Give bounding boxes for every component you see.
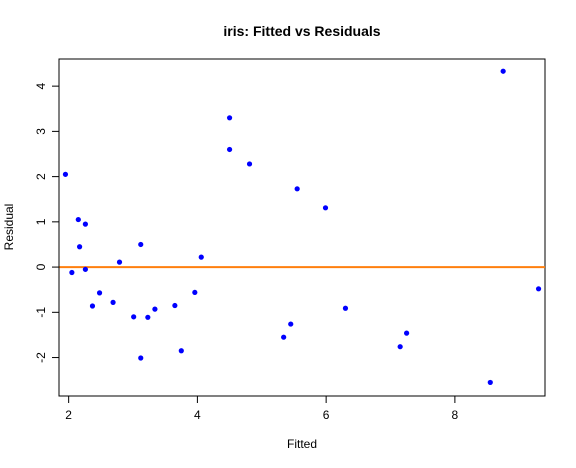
x-tick-label: 4 — [194, 408, 201, 422]
data-point — [342, 305, 349, 311]
y-axis-label: Residual — [2, 204, 16, 251]
data-point — [62, 171, 69, 177]
y-tick-label: -1 — [34, 307, 48, 318]
data-point — [138, 241, 144, 248]
data-point — [246, 161, 253, 167]
data-points — [62, 68, 542, 386]
data-point — [535, 286, 542, 292]
plot-frame — [58, 58, 546, 397]
data-point — [69, 269, 75, 276]
y-tick-label: -2 — [34, 352, 48, 363]
y-tick-label: 2 — [34, 173, 48, 180]
data-point — [82, 266, 88, 272]
y-tick-label: 3 — [34, 128, 48, 135]
data-point — [500, 68, 506, 74]
data-point — [131, 314, 137, 320]
data-point — [75, 216, 81, 223]
data-point — [96, 290, 103, 296]
y-tick-label: 1 — [34, 218, 48, 225]
data-point — [281, 334, 287, 340]
x-axis: 2 4 6 8 — [65, 395, 459, 422]
data-point — [404, 330, 410, 336]
data-point — [397, 344, 403, 350]
data-point — [192, 289, 198, 296]
data-point — [487, 379, 493, 386]
data-point — [145, 314, 151, 320]
y-tick-label: 0 — [34, 263, 48, 270]
x-tick-label: 8 — [452, 408, 459, 422]
x-axis-label: Fitted — [287, 437, 317, 451]
chart-title: iris: Fitted vs Residuals — [223, 23, 380, 39]
data-point — [226, 115, 233, 121]
data-point — [82, 221, 88, 227]
data-point — [138, 355, 144, 361]
y-tick-label: 4 — [34, 82, 48, 89]
data-point — [110, 299, 116, 305]
x-tick-label: 2 — [65, 408, 72, 422]
y-axis: -2 -1 0 1 2 3 4 — [34, 82, 60, 363]
x-tick-label: 6 — [323, 408, 330, 422]
data-point — [89, 303, 96, 309]
data-point — [178, 348, 184, 354]
data-point — [76, 244, 83, 250]
data-point — [116, 259, 123, 265]
data-point — [152, 306, 158, 312]
data-point — [226, 146, 233, 153]
data-point — [288, 321, 294, 327]
data-point — [198, 254, 204, 260]
data-point — [294, 186, 300, 192]
data-point — [172, 302, 178, 309]
data-point — [322, 205, 329, 211]
